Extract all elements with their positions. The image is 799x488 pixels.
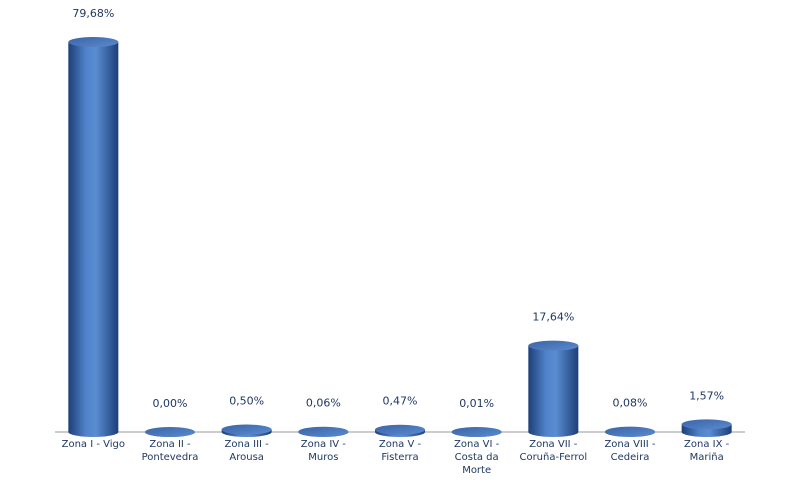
x-tick-label: Zona VII - Coruña-Ferrol [519,439,588,463]
bar [605,426,655,437]
bar-cap [375,424,425,435]
bar-cap [68,37,119,47]
bar [68,37,119,437]
x-tick-label: Zona IV - Muros [300,439,346,463]
bar [298,426,349,437]
value-label: 79,68% [72,7,114,20]
bar-body [68,42,119,437]
bar [451,426,502,437]
value-label: 1,57% [689,389,724,402]
bar [375,424,425,437]
x-tick-label: Zona VIII - Cedeira [604,439,656,463]
bar-cap [451,426,502,437]
bar-cap [221,424,272,435]
bar [528,340,579,437]
x-tick-label: Zona II - Pontevedra [141,439,199,463]
value-label: 17,64% [532,311,574,324]
bar [145,427,195,437]
bar-cap [681,419,732,430]
bar-cap [605,426,655,437]
x-tick-label: Zona VI - Costa da Morte [454,439,500,476]
value-label: 0,01% [459,397,494,410]
bar-body [528,345,579,437]
bar [221,424,272,437]
value-label: 0,06% [306,397,341,410]
bar-cap [528,340,579,351]
x-tick-label: Zona V - Fisterra [378,439,422,463]
x-tick-label: Zona III - Arousa [224,439,269,463]
bar-cap [298,426,349,437]
value-label: 0,08% [613,397,648,410]
value-label: 0,00% [153,397,188,410]
x-tick-label: Zona I - Vigo [61,439,126,450]
value-label: 0,47% [383,395,418,408]
bar-cap [145,427,195,437]
x-tick-label: Zona IX - Mariña [684,439,730,463]
value-label: 0,50% [229,395,264,408]
bar [681,419,732,437]
